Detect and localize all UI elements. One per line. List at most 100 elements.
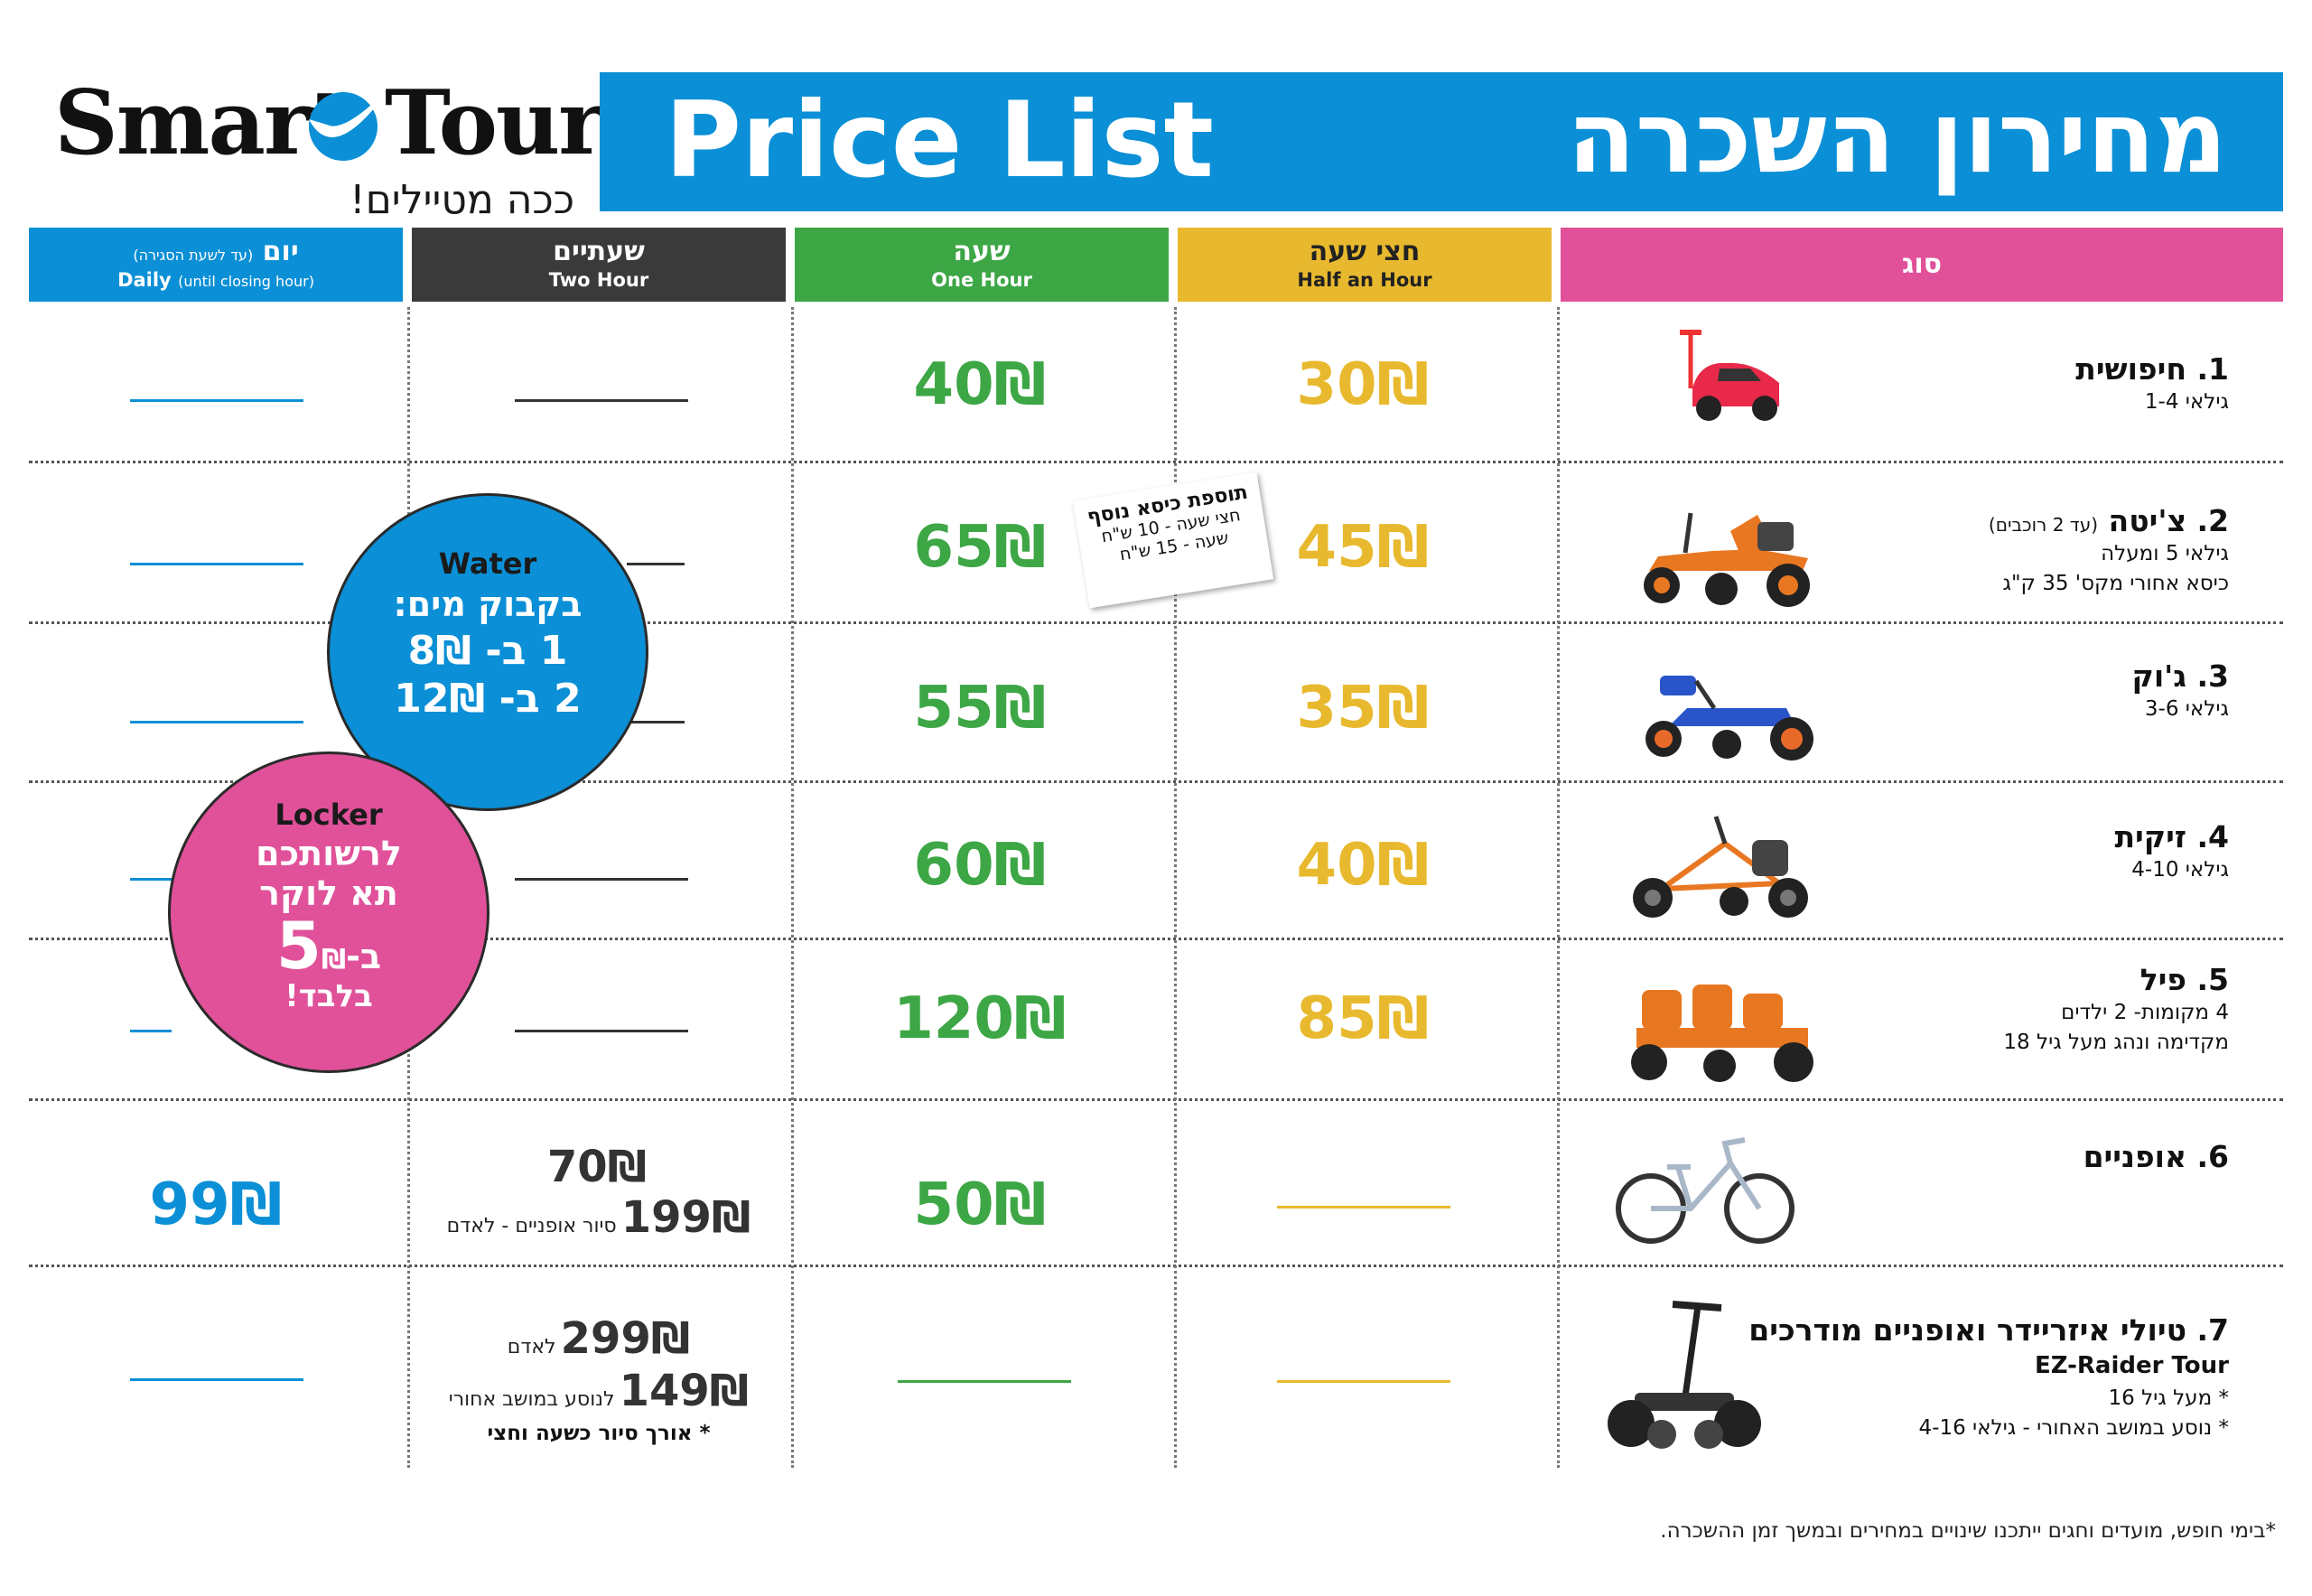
- row-4-one-hour-price: 60₪: [913, 832, 1047, 899]
- row-7-tour-price-b-note: לנוסע במושב אחורי: [448, 1388, 615, 1411]
- leaf-check-icon: [309, 85, 392, 161]
- row-1-two-hour-empty: [515, 399, 688, 402]
- title-bar: Price List מחירון השכרה: [600, 72, 2283, 211]
- row-2-line-2: כיסא אחורי מקס' 35 ק"ג: [2002, 571, 2230, 595]
- row-3-type: 3. ג'וק גילאי 3-6: [1597, 658, 2229, 724]
- row-5-daily-empty: [130, 1030, 172, 1032]
- elephant-go-kart-image: [1631, 985, 1813, 1082]
- row-6-two-hour-price: 70₪: [546, 1142, 648, 1192]
- row-3-daily-empty: [130, 721, 303, 723]
- row-7-type: 7. טיולי איזריידר ואופניים מודרכים EZ-Ra…: [1597, 1311, 2229, 1443]
- header-one-hour: שעה One Hour: [795, 228, 1169, 302]
- locker-bubble-prefix: ב-: [346, 937, 382, 976]
- row-6-bike-tour-note: סיור אופניים - לאדם: [446, 1215, 617, 1237]
- row-divider: [29, 938, 2283, 940]
- row-6-bike-tour: 199₪ סיור אופניים - לאדם: [412, 1192, 786, 1243]
- row-4-two-hour-empty: [515, 878, 688, 881]
- logo: Smart Tour ככה מטיילים!: [51, 70, 605, 224]
- title-hebrew: מחירון השכרה: [1567, 79, 2227, 195]
- row-7-en-name: EZ-Raider Tour: [2034, 1352, 2229, 1380]
- ride-on-car-image: [1680, 330, 1779, 421]
- row-2-name-note: (עד 2 רוכבים): [1988, 514, 2099, 536]
- locker-bubble-price: 5: [275, 908, 322, 984]
- row-3-line-1: גילאי 3-6: [2144, 697, 2229, 722]
- header-half-hour-en: Half an Hour: [1297, 268, 1432, 291]
- header-one-hour-en: One Hour: [931, 268, 1032, 291]
- row-2-one-hour-price: 65₪: [913, 514, 1047, 581]
- title-english: Price List: [665, 79, 1214, 201]
- row-7-name: 7. טיולי איזריידר ואופניים מודרכים: [1748, 1312, 2229, 1348]
- water-bubble-line-2: 1 ב- 8₪: [407, 628, 568, 674]
- water-bubble-line-3: 2 ב- 12₪: [394, 676, 582, 722]
- row-5-type: 5. פיל 4 מקומות- 2 ילדים מקדימה ונהג מעל…: [1597, 961, 2229, 1058]
- header-daily: יום (עד לשעת הסגירה) Daily (until closin…: [29, 228, 403, 302]
- bicycle-image: [1616, 1137, 1795, 1244]
- header-two-hour: שעתיים Two Hour: [412, 228, 786, 302]
- cheetah-go-kart-image: [1644, 512, 1810, 607]
- header-daily-he-note: (עד לשעת הסגירה): [133, 247, 254, 265]
- column-divider: [1557, 307, 1560, 1468]
- row-1-daily-empty: [130, 399, 303, 402]
- row-4-daily-empty: [130, 878, 172, 881]
- logo-word-tour: Tour: [385, 71, 605, 175]
- row-1-name: 1. חיפושית: [2075, 351, 2229, 387]
- locker-bubble-line-1: לרשותכם: [256, 834, 402, 873]
- row-7-tour-price-a-note: לאדם: [507, 1336, 556, 1358]
- row-2-two-hour-empty: [627, 563, 685, 565]
- header-half-hour-he: חצי שעה: [1309, 236, 1421, 268]
- row-6-one-hour-price: 50₪: [913, 1171, 1047, 1238]
- row-2-half-hour-price: 45₪: [1296, 514, 1430, 581]
- locker-bubble-line-2: תא לוקר: [259, 873, 398, 913]
- header-one-hour-he: שעה: [953, 236, 1011, 268]
- ez-raider-image: [1608, 1301, 1761, 1449]
- logo-slogan: ככה מטיילים!: [349, 177, 574, 223]
- row-5-line-1: 4 מקומות- 2 ילדים: [2061, 1001, 2229, 1025]
- row-5-one-hour-price: 120₪: [893, 985, 1067, 1052]
- row-6-type: 6. אופניים: [1597, 1138, 2229, 1175]
- row-6-name: 6. אופניים: [2083, 1139, 2229, 1174]
- locker-bubble-currency: ₪: [322, 944, 347, 975]
- row-5-two-hour-empty: [515, 1030, 688, 1032]
- row-1-line-1: גילאי 1-4: [2144, 390, 2229, 415]
- header-type: סוג: [1561, 228, 2283, 302]
- row-5-name: 5. פיל: [2140, 962, 2229, 997]
- row-7-one-hour-empty: [898, 1380, 1071, 1383]
- row-3-one-hour-price: 55₪: [913, 675, 1047, 742]
- header-half-hour: חצי שעה Half an Hour: [1178, 228, 1552, 302]
- row-divider: [29, 1098, 2283, 1101]
- row-7-tour-price-a: 299₪ לאדם: [412, 1313, 786, 1364]
- chameleon-go-kart-image: [1633, 816, 1808, 918]
- row-3-two-hour-empty: [627, 721, 685, 723]
- extra-seat-note: תוספת כיסא נוסף חצי שעה - 10 ש"ח שעה - 1…: [1072, 471, 1274, 609]
- row-4-half-hour-price: 40₪: [1296, 832, 1430, 899]
- header-daily-en: Daily: [117, 268, 172, 291]
- row-7-tour-price-a-value: 299₪: [560, 1313, 691, 1364]
- locker-bubble: Locker לרשותכם תא לוקר ב- 5₪ בלבד!: [168, 751, 489, 1073]
- row-4-line-1: גילאי 4-10: [2131, 858, 2229, 882]
- header-two-hour-en: Two Hour: [548, 268, 649, 291]
- row-7-daily-empty: [130, 1378, 303, 1381]
- water-bubble-line-1: בקבוק מים:: [393, 584, 583, 624]
- row-4-name: 4. זיקית: [2114, 819, 2229, 854]
- row-4-type: 4. זיקית גילאי 4-10: [1597, 818, 2229, 885]
- row-6-daily-price: 99₪: [149, 1171, 283, 1238]
- row-2-type: 2. צ'יטה (עד 2 רוכבים) גילאי 5 ומעלה כיס…: [1597, 502, 2229, 599]
- locker-bubble-line-4: בלבד!: [284, 978, 373, 1014]
- header-daily-he: יום: [262, 236, 299, 268]
- column-divider: [1174, 307, 1177, 1468]
- row-2-line-1: גילאי 5 ומעלה: [2101, 542, 2229, 566]
- bug-go-kart-image: [1645, 676, 1813, 761]
- row-divider: [29, 780, 2283, 783]
- row-7-line-2: * נוסע במושב האחורי - גילאי 4-16: [1918, 1415, 2229, 1440]
- logo-word-smart: Smart: [54, 71, 350, 175]
- row-7-line-1: * מעל גיל 16: [2108, 1386, 2230, 1411]
- row-divider: [29, 621, 2283, 624]
- row-3-half-hour-price: 35₪: [1296, 675, 1430, 742]
- column-divider: [791, 307, 794, 1468]
- row-divider: [29, 461, 2283, 463]
- row-6-bike-tour-price: 199₪: [620, 1192, 751, 1243]
- row-7-tour-duration: * אורך סיור כשעה וחצי: [487, 1422, 711, 1445]
- header-daily-en-note: (until closing hour): [178, 272, 314, 290]
- row-divider: [29, 1265, 2283, 1267]
- footnote: *בימי חופש, מועדים וחגים ייתכנו שינויים …: [1660, 1519, 2276, 1543]
